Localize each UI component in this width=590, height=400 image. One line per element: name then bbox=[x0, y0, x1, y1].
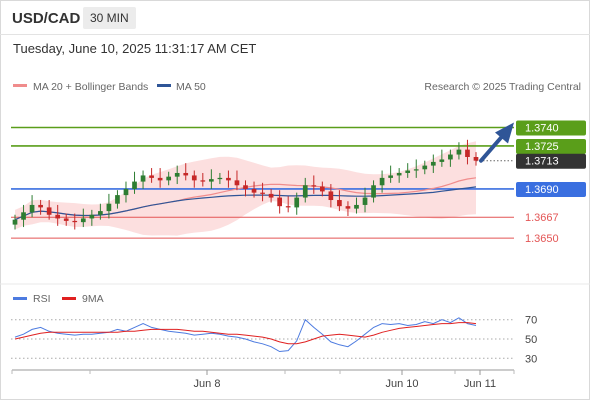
rsi-legend-swatch bbox=[13, 297, 27, 300]
forecast-arrow-head bbox=[495, 122, 514, 144]
chart-header: USD/CAD 30 MIN bbox=[0, 0, 590, 36]
candle-body bbox=[405, 170, 411, 173]
ma20-legend-label: MA 20 + Bollinger Bands bbox=[33, 81, 148, 93]
candle-body bbox=[337, 200, 342, 207]
candle-body bbox=[268, 193, 274, 198]
rsi-legend-label: RSI bbox=[33, 293, 51, 305]
candle-body bbox=[302, 185, 308, 198]
level-badge-resistance bbox=[516, 138, 586, 154]
candle-body bbox=[413, 169, 419, 171]
candle-body bbox=[226, 177, 231, 181]
rsi-ma-line bbox=[14, 322, 477, 345]
candle-body bbox=[328, 191, 334, 201]
candle-body bbox=[55, 214, 61, 219]
candle-body bbox=[106, 203, 112, 212]
timeframe-badge[interactable]: 30 MIN bbox=[83, 7, 136, 29]
x-axis-ticks: Jun 8 Jun 10 Jun 11 bbox=[11, 370, 515, 390]
candle-body bbox=[217, 177, 223, 180]
level-badge-resistance bbox=[516, 120, 586, 136]
candle-body bbox=[98, 211, 103, 215]
candle-body bbox=[388, 175, 393, 178]
rsi-ma-legend-swatch bbox=[62, 297, 76, 300]
candle-body bbox=[166, 176, 172, 181]
instrument-pair: USD/CAD bbox=[12, 10, 81, 27]
candle-body bbox=[174, 172, 180, 177]
candle-body bbox=[319, 186, 325, 192]
level-label-support: 1.3650 bbox=[525, 233, 559, 245]
level-label-pivot: 1.3690 bbox=[525, 184, 559, 196]
candle-body bbox=[251, 188, 257, 193]
level-badge-current bbox=[516, 153, 586, 169]
candle-body bbox=[38, 204, 43, 208]
candle-body bbox=[448, 154, 453, 160]
level-label-support: 1.3667 bbox=[525, 212, 559, 224]
candle-body bbox=[12, 219, 18, 225]
forecast-arrow-shaft bbox=[479, 134, 504, 163]
ma50-legend-label: MA 50 bbox=[176, 81, 206, 93]
candle-body bbox=[473, 157, 479, 161]
candle-body bbox=[80, 218, 86, 223]
candle-body bbox=[46, 207, 52, 215]
level-labels: 1.3740 1.3725 1.3713 1.3690 1.3667 1.3650 bbox=[516, 120, 586, 245]
rsi-line bbox=[14, 317, 477, 353]
candle-body bbox=[379, 177, 385, 186]
candle-body bbox=[277, 197, 282, 207]
candle-body bbox=[157, 177, 163, 181]
candle-body bbox=[396, 172, 402, 176]
source-credit: Research © 2025 Trading Central bbox=[424, 81, 581, 93]
candle-body bbox=[465, 149, 470, 157]
candle-body bbox=[243, 185, 248, 189]
candle-body bbox=[63, 218, 69, 221]
ma50-legend-swatch bbox=[157, 84, 171, 87]
candle-body bbox=[200, 180, 206, 182]
candle-body bbox=[149, 175, 154, 178]
candle-body bbox=[29, 204, 35, 213]
x-tick-label: Jun 8 bbox=[194, 378, 221, 390]
candle-body bbox=[191, 175, 197, 181]
candle-body bbox=[183, 172, 189, 176]
candle-body bbox=[123, 188, 129, 196]
candle-body bbox=[115, 195, 120, 204]
candle-body bbox=[209, 179, 214, 182]
candle-body bbox=[140, 175, 146, 182]
candle-body bbox=[362, 197, 368, 205]
rsi-tick-label: 30 bbox=[525, 353, 537, 365]
candle-body bbox=[311, 185, 317, 187]
forecast-arrow bbox=[479, 122, 514, 163]
candle-body bbox=[456, 149, 462, 155]
candle-body bbox=[371, 185, 376, 198]
candle-body bbox=[132, 181, 137, 189]
header-divider bbox=[0, 34, 590, 35]
candle-body bbox=[430, 161, 436, 166]
candle-body bbox=[294, 197, 300, 208]
candle-body bbox=[285, 206, 291, 208]
rsi-panel: 70 50 30 bbox=[11, 315, 537, 365]
level-label-current: 1.3713 bbox=[525, 156, 559, 168]
candle-body bbox=[72, 220, 78, 223]
candle-body bbox=[345, 206, 351, 209]
rsi-ma-legend-label: 9MA bbox=[82, 293, 104, 305]
chart-datetime: Tuesday, June 10, 2025 11:31:17 AM CET bbox=[13, 41, 257, 56]
candle-body bbox=[89, 214, 95, 219]
x-tick-label: Jun 10 bbox=[385, 378, 418, 390]
candle-body bbox=[422, 165, 428, 170]
rsi-tick-label: 70 bbox=[525, 315, 537, 327]
candle-body bbox=[354, 204, 359, 209]
x-tick-label: Jun 11 bbox=[464, 378, 496, 390]
level-label-resistance: 1.3740 bbox=[525, 123, 559, 135]
rsi-tick-label: 50 bbox=[525, 334, 537, 346]
candle-body bbox=[439, 159, 445, 162]
ma20-legend-swatch bbox=[13, 84, 27, 87]
candle-body bbox=[234, 180, 240, 186]
level-label-resistance: 1.3725 bbox=[525, 141, 559, 153]
candle-body bbox=[21, 212, 26, 220]
candles bbox=[12, 139, 479, 230]
level-badge-pivot bbox=[516, 181, 586, 197]
candle-body bbox=[260, 192, 265, 194]
